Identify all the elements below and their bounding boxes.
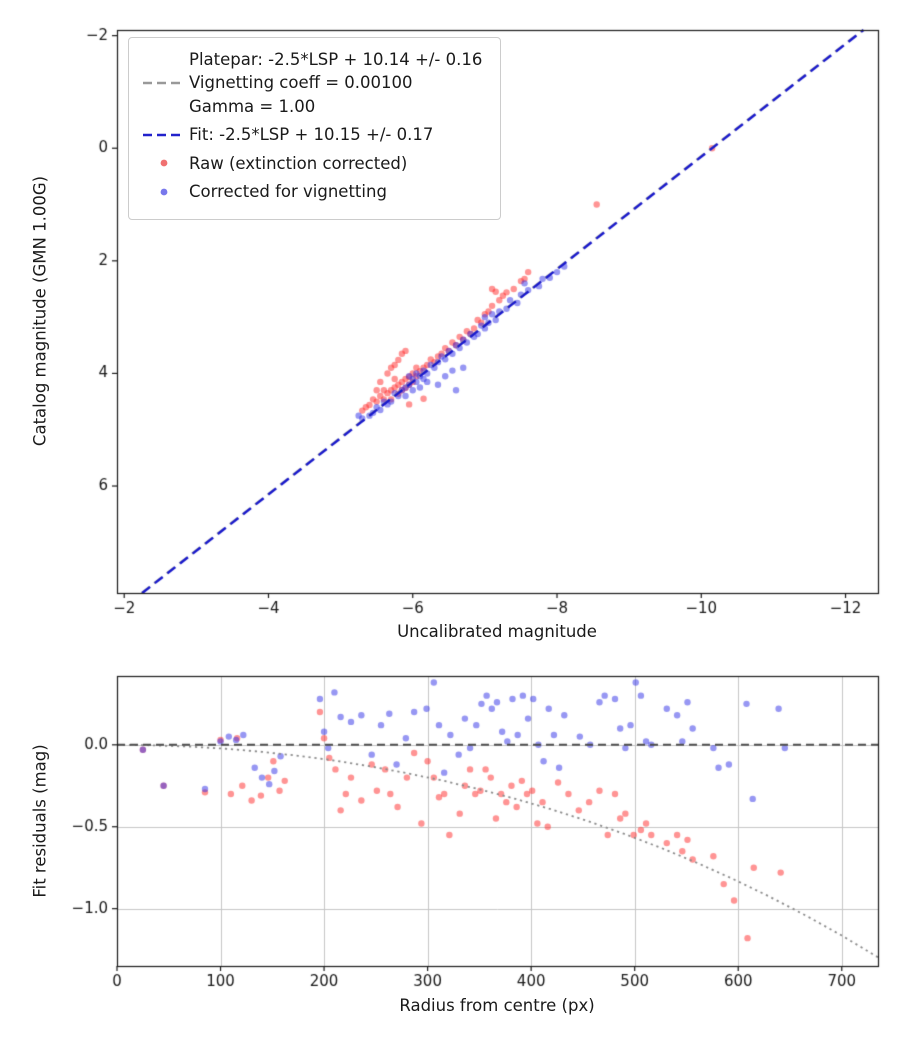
legend-label-corrected: Corrected for vignetting — [189, 180, 387, 203]
corrected-series-text: Corrected for vignetting — [189, 182, 387, 202]
legend-entry-platepar: Platepar: -2.5*LSP + 10.14 +/- 0.16 Vign… — [139, 48, 482, 118]
legend-label-fit: Fit: -2.5*LSP + 10.15 +/- 0.17 — [189, 123, 433, 146]
fit-equation-text: Fit: -2.5*LSP + 10.15 +/- 0.17 — [189, 125, 434, 145]
vignetting-coeff-text: Vignetting coeff = 0.00100 — [189, 73, 413, 93]
platepar-equation-text: Platepar: -2.5*LSP + 10.14 +/- 0.16 — [189, 50, 483, 69]
legend-entry-corrected: Corrected for vignetting — [139, 180, 482, 203]
dashed-line-icon — [139, 132, 189, 138]
raw-series-text: Raw (extinction corrected) — [189, 153, 408, 173]
top-x-axis-label: Uncalibrated magnitude — [397, 622, 597, 641]
gamma-text: Gamma = 1.00 — [189, 96, 316, 116]
bottom-y-axis-label: Fit residuals (mag) — [30, 744, 50, 898]
legend-label-platepar: Platepar: -2.5*LSP + 10.14 +/- 0.16 Vign… — [189, 48, 482, 118]
legend-entry-raw: Raw (extinction corrected) — [139, 152, 482, 175]
top-y-axis-label: Catalog magnitude (GMN 1.00G) — [30, 175, 50, 447]
bottom-x-axis-label: Radius from centre (px) — [399, 996, 595, 1015]
legend-label-raw: Raw (extinction corrected) — [189, 152, 407, 175]
legend: Platepar: -2.5*LSP + 10.14 +/- 0.16 Vign… — [128, 37, 502, 220]
scatter-dot-icon — [139, 186, 189, 198]
dashed-line-icon — [139, 80, 189, 86]
legend-entry-fit: Fit: -2.5*LSP + 10.15 +/- 0.17 — [139, 123, 482, 146]
scatter-dot-icon — [139, 157, 189, 169]
